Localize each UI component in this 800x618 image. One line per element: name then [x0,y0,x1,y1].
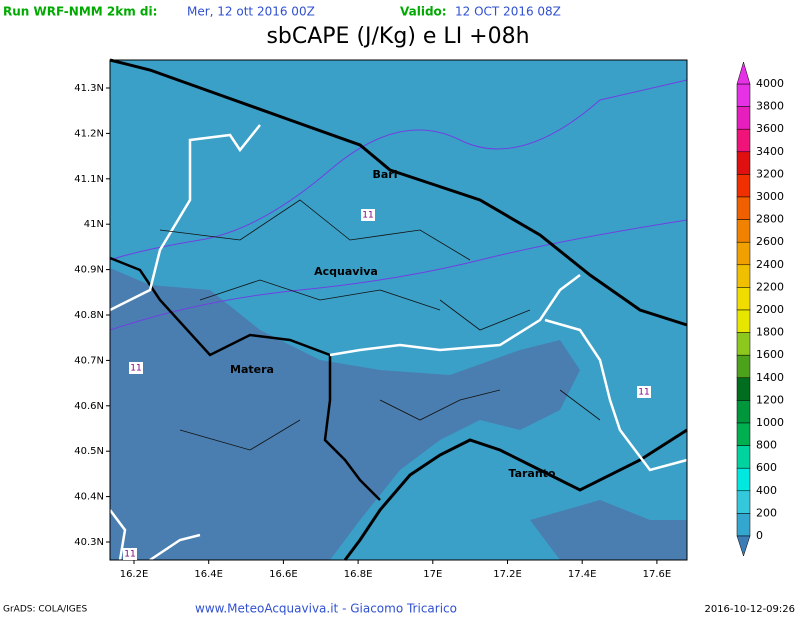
colorbar-label: 600 [756,461,777,474]
colorbar-label: 2200 [756,280,784,293]
city-label: Matera [230,363,274,376]
colorbar-label: 2600 [756,235,784,248]
contour-label: 11 [124,550,135,560]
lon-label: 16.2E [120,569,149,580]
region-border [329,274,581,357]
municipal-border [159,199,601,451]
map-title: sbCAPE (J/Kg) e LI +08h [266,24,529,49]
lon-label: 17.6E [643,569,672,580]
region-border [109,509,201,562]
coastline [109,58,688,327]
colorbar-label: 4000 [756,77,784,90]
li-contour [109,219,688,331]
lon-label: 17.2E [493,569,522,580]
colorbar-label: 1400 [756,371,784,384]
timestamp: 2016-10-12-09:26 [704,604,795,615]
colorbar-bottom-arrow [736,535,751,557]
lon-label: 17E [423,569,442,580]
colorbar-label: 1200 [756,393,784,406]
colorbar-segment [736,83,751,107]
colorbar-label: 3200 [756,167,784,180]
region-border [109,124,261,312]
map-area [109,58,688,562]
colorbar-label: 1800 [756,326,784,339]
colorbar-segment [736,287,751,311]
lat-label: 41.2N [74,128,104,139]
colorbar-segment [736,490,751,514]
lat-label: 40.5N [74,446,104,457]
colorbar-label: 800 [756,439,777,452]
colorbar-segment [736,219,751,243]
region-border [544,318,688,472]
colorbar-label: 1000 [756,416,784,429]
colorbar-segment [736,128,751,153]
lat-label: 40.4N [74,492,104,503]
lat-label: 40.6N [74,401,104,412]
colorbar-label: 200 [756,506,777,519]
valid-time: 12 OCT 2016 08Z [455,5,561,19]
lat-label: 41N [84,219,104,230]
contour-label: 11 [130,364,141,374]
city-label: Bari [372,168,397,181]
lat-label: 40.8N [74,310,104,321]
colorbar-label: 1600 [756,348,784,361]
contour-label: 11 [638,388,649,398]
colorbar-segment [736,467,751,492]
coastline [343,428,688,561]
lon-label: 16.8E [344,569,373,580]
colorbar-label: 0 [756,529,763,542]
lat-label: 40.3N [74,537,104,548]
low-cape-region [110,268,580,560]
colorbar-label: 3000 [756,190,784,203]
colorbar-label: 2000 [756,303,784,316]
lon-label: 16.4E [194,569,223,580]
city-label: Acquaviva [314,265,378,278]
valid-label: Valido: [400,5,447,19]
grads-credit: GrADS: COLA/IGES [3,605,87,615]
colorbar-segment [736,309,751,333]
li-contour [109,79,688,261]
contour-label: 11 [362,211,373,221]
city-label: Taranto [508,467,555,480]
map-frame [109,59,688,561]
run-label: Run WRF-NMM 2km di: [3,5,157,19]
colorbar-segment [736,264,751,288]
site-credit: www.MeteoAcquaviva.it - Giacomo Tricaric… [195,602,457,616]
lon-label: 17.4E [568,569,597,580]
colorbar-label: 3800 [756,100,784,113]
colorbar-label: 2800 [756,213,784,226]
colorbar-label: 2400 [756,258,784,271]
colorbar-segment [736,241,751,266]
lat-label: 41.1N [74,174,104,185]
colorbar-segment [736,106,751,130]
lat-label: 40.9N [74,265,104,276]
contour-label-box [637,386,651,398]
colorbar-segment [736,151,751,175]
lat-label: 41.3N [74,83,104,94]
colorbar-segment [736,445,751,469]
low-cape-region [530,500,687,560]
colorbar-label: 3400 [756,145,784,158]
init-time: Mer, 12 ott 2016 00Z [187,5,315,19]
colorbar-segment [736,354,751,379]
colorbar-label: 400 [756,484,777,497]
province-border [109,256,381,501]
contour-label-box [129,362,143,374]
contour-label-box [123,548,137,560]
colorbar-segment [736,196,751,220]
colorbar-segment [736,400,751,424]
colorbar-segment [736,174,751,198]
colorbar-segment [736,377,751,401]
contour-label-box [361,209,375,221]
lon-label: 16.6E [269,569,298,580]
colorbar-segment [736,422,751,446]
colorbar-label: 3600 [756,122,784,135]
lat-label: 40.7N [74,355,104,366]
colorbar-segment [736,513,751,537]
colorbar-segment [736,332,751,356]
colorbar-top-arrow [736,61,751,85]
